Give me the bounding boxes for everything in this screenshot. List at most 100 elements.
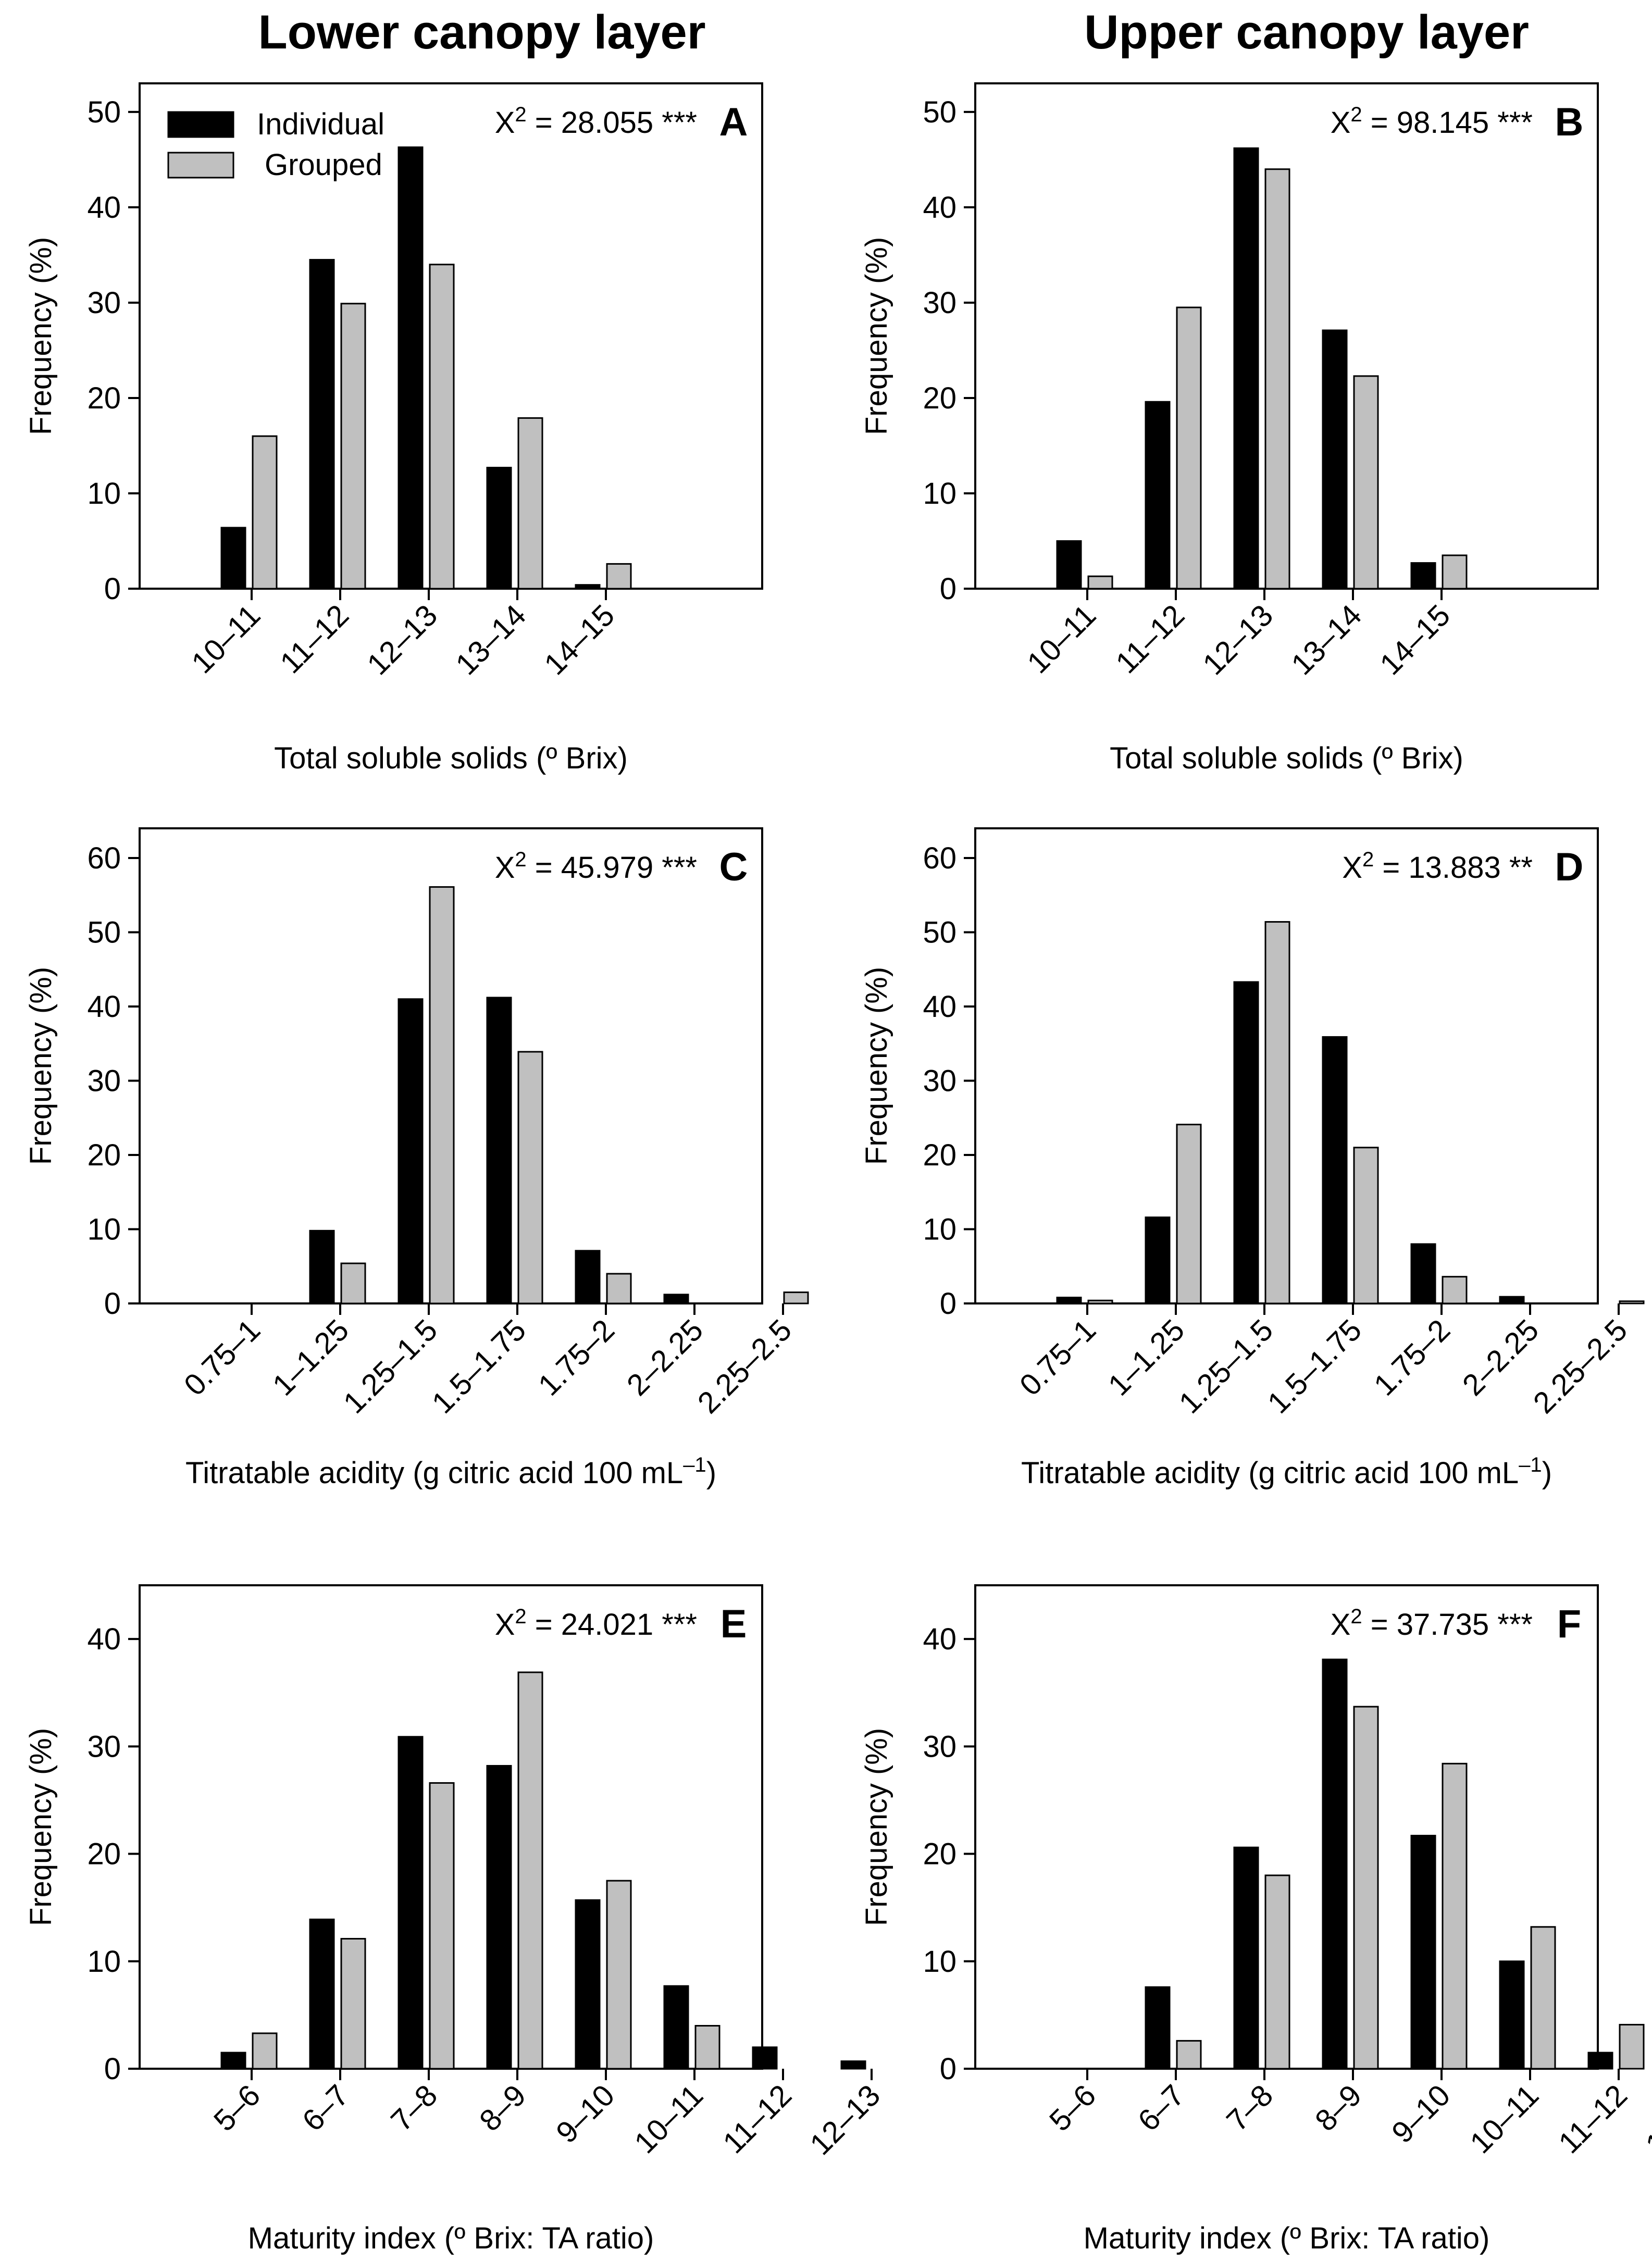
bar-grouped	[1442, 554, 1468, 590]
x-tick-label: 10–11	[628, 2078, 710, 2160]
y-tick-label: 50	[87, 95, 121, 129]
bar-grouped	[252, 435, 278, 590]
x-tick-label: 13–14	[1285, 598, 1368, 681]
bar-individual	[1056, 1297, 1082, 1304]
x-tick-label: 0.75–1	[1013, 1313, 1102, 1402]
bar-grouped	[1353, 1147, 1379, 1304]
y-tick-label: 10	[87, 1213, 121, 1247]
x-tick-label: 1.25–1.5	[1173, 1313, 1280, 1420]
panel-E: 0 10 20 30 40 Frequency (%) 5–6 6–7 7–8 8–9 9–10 10…	[24, 1584, 887, 2255]
bar-individual	[398, 146, 424, 590]
legend-label-individual: Individual	[257, 107, 384, 141]
y-tick-label: 0	[104, 572, 121, 606]
bar-individual	[1322, 329, 1348, 590]
bar-individual	[752, 2046, 778, 2070]
chi-square-annotation: X2 = 98.145 ***	[1331, 103, 1533, 140]
bar-individual	[398, 998, 424, 1304]
bar-individual	[486, 997, 512, 1304]
bar-individual	[1410, 1243, 1436, 1304]
y-axis-label: Frequency (%)	[860, 1728, 893, 1926]
x-tick-label: 2–2.25	[1456, 1313, 1545, 1402]
y-axis-label: Frequency (%)	[24, 967, 58, 1165]
x-axis-label: Total soluble solids (º Brix)	[1110, 741, 1463, 775]
y-tick-label: 40	[923, 191, 957, 225]
bar-individual	[1587, 2052, 1613, 2070]
bar-grouped	[340, 303, 366, 590]
x-tick-label: 8–9	[1309, 2078, 1368, 2137]
x-tick-label: 12–13	[361, 598, 444, 681]
x-tick-label: 6–7	[296, 2078, 355, 2137]
chi-square-annotation: X2 = 45.979 ***	[495, 848, 697, 885]
y-axis-label: Frequency (%)	[24, 1728, 58, 1926]
y-tick-label: 0	[104, 2052, 121, 2086]
panel-letter: D	[1555, 845, 1584, 889]
bar-grouped	[517, 1671, 543, 2070]
y-tick-label: 20	[923, 381, 957, 415]
y-tick-label: 10	[923, 477, 957, 511]
chi-square-annotation: X2 = 37.735 ***	[1331, 1605, 1533, 1642]
bar-grouped	[429, 1782, 455, 2070]
y-tick-label: 40	[87, 1622, 121, 1656]
y-tick-label: 0	[940, 1287, 957, 1321]
bar-individual	[663, 1985, 689, 2070]
x-tick-label: 1.5–1.75	[1261, 1313, 1369, 1420]
bar-individual	[1233, 981, 1259, 1304]
bar-individual	[1233, 147, 1259, 590]
bar-grouped	[1442, 1762, 1468, 2070]
y-tick-label: 10	[923, 1945, 957, 1979]
chi-square-annotation: X2 = 28.055 ***	[495, 103, 697, 140]
bar-grouped	[1264, 168, 1290, 590]
x-axis-label: Titratable acidity (g citric acid 100 mL…	[185, 1453, 716, 1490]
y-tick-label: 30	[923, 1730, 957, 1763]
bar-individual	[1499, 1960, 1525, 2070]
y-tick-label: 0	[940, 572, 957, 606]
bar-individual	[1322, 1036, 1348, 1304]
y-axis-label: Frequency (%)	[24, 237, 58, 435]
bar-individual	[1145, 1216, 1171, 1304]
legend-label-grouped: Grouped	[265, 148, 382, 182]
bar-individual	[1410, 562, 1436, 590]
y-axis-label: Frequency (%)	[860, 967, 893, 1165]
x-tick-label: 14–15	[1373, 598, 1457, 681]
bar-grouped	[1176, 306, 1202, 590]
y-tick-label: 30	[923, 1064, 957, 1098]
x-tick-label: 1.5–1.75	[426, 1313, 533, 1420]
y-tick-label: 40	[87, 191, 121, 225]
x-tick-label: 7–8	[1220, 2078, 1280, 2137]
bar-grouped	[1619, 2023, 1645, 2070]
bar-grouped	[1264, 921, 1290, 1304]
bar-grouped	[694, 2025, 721, 2070]
x-tick-label: 11–12	[274, 598, 355, 680]
y-tick-label: 20	[87, 381, 121, 415]
bar-individual	[1499, 1296, 1525, 1304]
y-tick-label: 30	[87, 286, 121, 320]
y-tick-label: 50	[923, 916, 957, 950]
y-tick-label: 50	[923, 95, 957, 129]
x-tick-label: 6–7	[1132, 2078, 1191, 2137]
y-tick-label: 50	[87, 916, 121, 950]
bar-grouped	[252, 2032, 278, 2070]
bar-individual	[575, 1250, 601, 1304]
bar-grouped	[1264, 1874, 1290, 2070]
x-axis-label: Titratable acidity (g citric acid 100 mL…	[1021, 1453, 1552, 1490]
bar-grouped	[429, 264, 455, 590]
x-tick-label: 9–10	[1385, 2078, 1457, 2149]
x-tick-label: 5–6	[207, 2078, 267, 2137]
x-tick-label: 5–6	[1043, 2078, 1102, 2137]
bar-individual	[575, 584, 601, 590]
legend-swatch-grouped	[167, 152, 234, 179]
x-axis-label: Maturity index (º Brix: TA ratio)	[248, 2221, 654, 2255]
panel-letter: A	[719, 100, 748, 144]
bar-grouped	[1442, 1276, 1468, 1304]
panel-letter: B	[1555, 100, 1584, 144]
bar-grouped	[1353, 1706, 1379, 2070]
x-tick-label: 1–1.25	[1102, 1313, 1191, 1402]
bar-grouped	[1353, 375, 1379, 590]
bar-individual	[1056, 540, 1082, 590]
y-tick-label: 60	[87, 841, 121, 875]
y-tick-label: 10	[87, 1945, 121, 1979]
x-tick-label: 2.25–2.5	[691, 1313, 799, 1420]
y-tick-label: 60	[923, 841, 957, 875]
